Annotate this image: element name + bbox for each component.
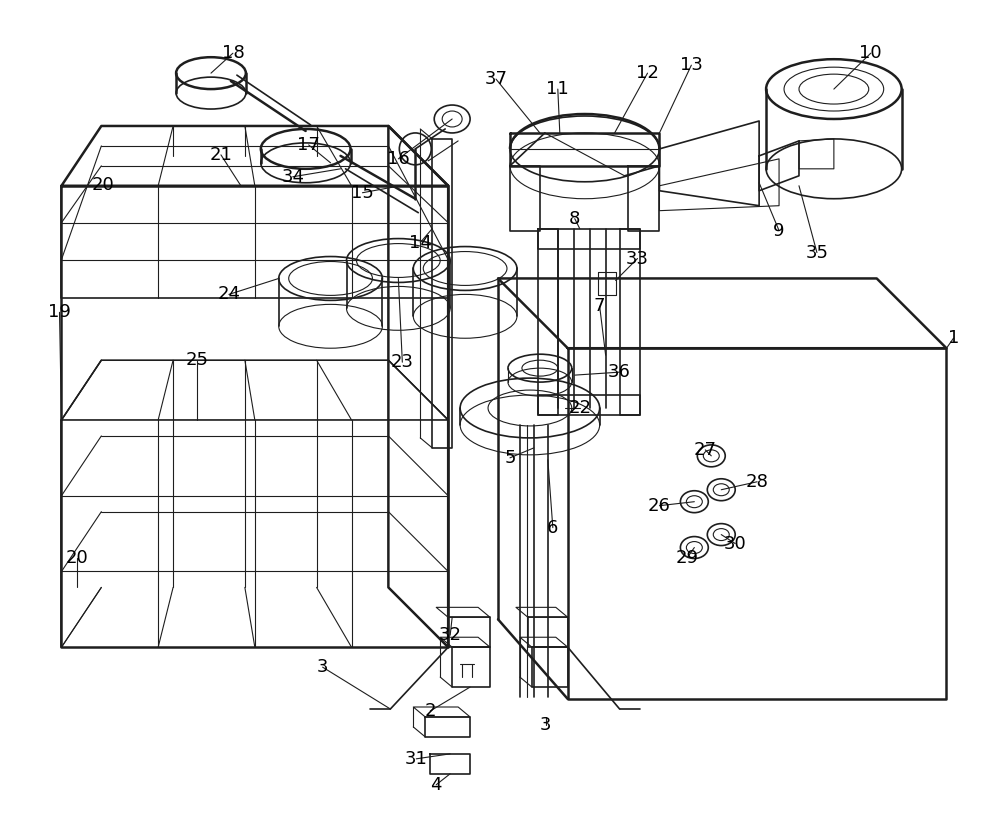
Text: 17: 17 <box>297 136 320 154</box>
Text: 7: 7 <box>594 297 605 315</box>
Text: 1: 1 <box>948 329 959 347</box>
Text: 21: 21 <box>210 146 232 164</box>
Text: 13: 13 <box>680 56 703 74</box>
Text: 16: 16 <box>387 150 410 168</box>
Text: 37: 37 <box>485 70 508 88</box>
Text: 22: 22 <box>568 399 591 417</box>
Text: 6: 6 <box>547 518 559 537</box>
Text: 34: 34 <box>281 168 304 186</box>
Text: 5: 5 <box>504 449 516 467</box>
Text: 26: 26 <box>648 497 671 514</box>
Text: 23: 23 <box>391 353 414 371</box>
Text: 32: 32 <box>439 626 462 644</box>
Text: 3: 3 <box>540 716 552 734</box>
Text: 27: 27 <box>694 441 717 459</box>
Text: 18: 18 <box>222 44 244 63</box>
Text: 35: 35 <box>805 244 828 262</box>
Text: 11: 11 <box>546 80 569 98</box>
Text: 24: 24 <box>217 286 240 304</box>
Text: 9: 9 <box>773 221 785 239</box>
Text: 2: 2 <box>424 702 436 720</box>
Text: 20: 20 <box>66 548 89 566</box>
Text: 29: 29 <box>676 548 699 566</box>
Text: 28: 28 <box>746 472 769 491</box>
Text: 12: 12 <box>636 64 659 82</box>
Text: 25: 25 <box>186 351 209 370</box>
Text: 19: 19 <box>48 304 71 321</box>
Text: 4: 4 <box>430 776 442 793</box>
Text: 10: 10 <box>859 44 882 63</box>
Text: 15: 15 <box>351 184 374 202</box>
Text: 36: 36 <box>608 363 631 381</box>
Text: 3: 3 <box>317 658 328 677</box>
Text: 14: 14 <box>409 234 432 252</box>
Text: 20: 20 <box>92 176 115 193</box>
Text: 33: 33 <box>626 249 649 267</box>
Text: 8: 8 <box>569 210 580 228</box>
Text: 30: 30 <box>724 535 747 552</box>
Text: 31: 31 <box>405 750 428 768</box>
